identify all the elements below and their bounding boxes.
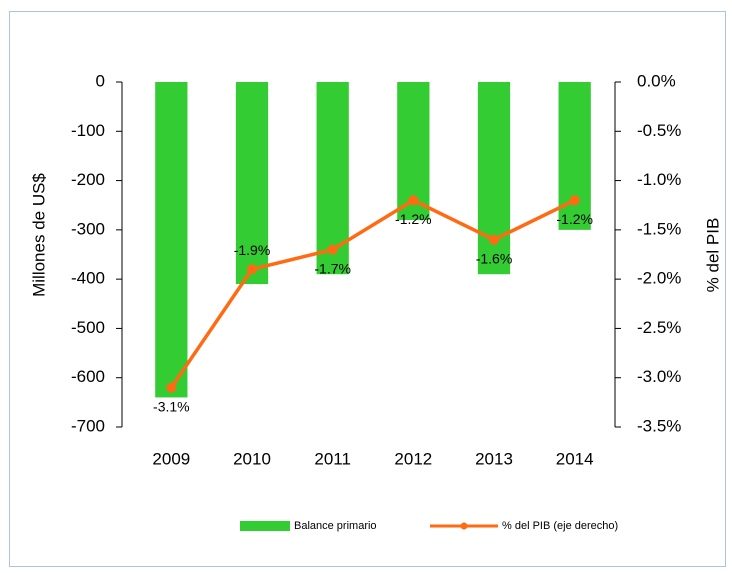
legend-label: % del PIB (eje derecho) xyxy=(502,520,618,532)
legend-swatch xyxy=(240,521,290,531)
bar xyxy=(477,82,511,275)
y2-tick-label: -3.5% xyxy=(637,416,681,435)
x-tick-label: 2012 xyxy=(394,449,432,468)
line xyxy=(169,198,576,389)
data-label: -3.1% xyxy=(153,398,190,414)
data-label: -1.2% xyxy=(556,211,593,227)
data-label: -1.9% xyxy=(234,242,271,258)
x-tick-label: 2011 xyxy=(314,449,351,468)
y-tick-label: 0 xyxy=(96,71,105,90)
y2-tick-label: -1.5% xyxy=(637,219,681,238)
y-tick-label: -100 xyxy=(71,121,105,140)
data-label: -1.7% xyxy=(314,260,351,276)
y-tick-label: -400 xyxy=(71,269,105,288)
y-tick-label: -300 xyxy=(71,219,105,238)
bar xyxy=(235,82,269,285)
marker xyxy=(247,264,257,275)
frame xyxy=(9,11,726,567)
x-tick-label: 2013 xyxy=(475,449,513,468)
y-tick-label: -500 xyxy=(71,318,105,337)
marker xyxy=(327,244,338,255)
x-tick-label: 2014 xyxy=(556,449,594,468)
bar xyxy=(155,82,188,398)
y2-tick-label: -2.0% xyxy=(637,269,681,288)
marker xyxy=(408,195,419,206)
marker xyxy=(569,195,580,206)
marker xyxy=(166,382,177,393)
y2-tick-label: -0.5% xyxy=(637,121,681,140)
y2-tick-label: 0.0% xyxy=(637,71,676,90)
marker xyxy=(489,234,499,245)
legend-label: Balance primario xyxy=(294,520,377,532)
data-label: -1.2% xyxy=(395,211,432,227)
x-tick-label: 2009 xyxy=(152,449,190,468)
y2-tick-label: -1.0% xyxy=(637,170,681,189)
y-tick-label: -600 xyxy=(71,367,105,386)
y-tick-label: -200 xyxy=(71,170,105,189)
x-tick-label: 2010 xyxy=(233,449,271,468)
legend-swatch xyxy=(460,522,468,530)
data-label: -1.6% xyxy=(476,250,513,266)
y2-tick-label: -2.5% xyxy=(637,318,681,337)
y2-tick-label: -3.0% xyxy=(637,367,681,386)
y-axis-label: Millones de US$ xyxy=(29,173,48,297)
y2-axis-label: % del PIB xyxy=(703,218,722,293)
y-tick-label: -700 xyxy=(71,416,105,435)
